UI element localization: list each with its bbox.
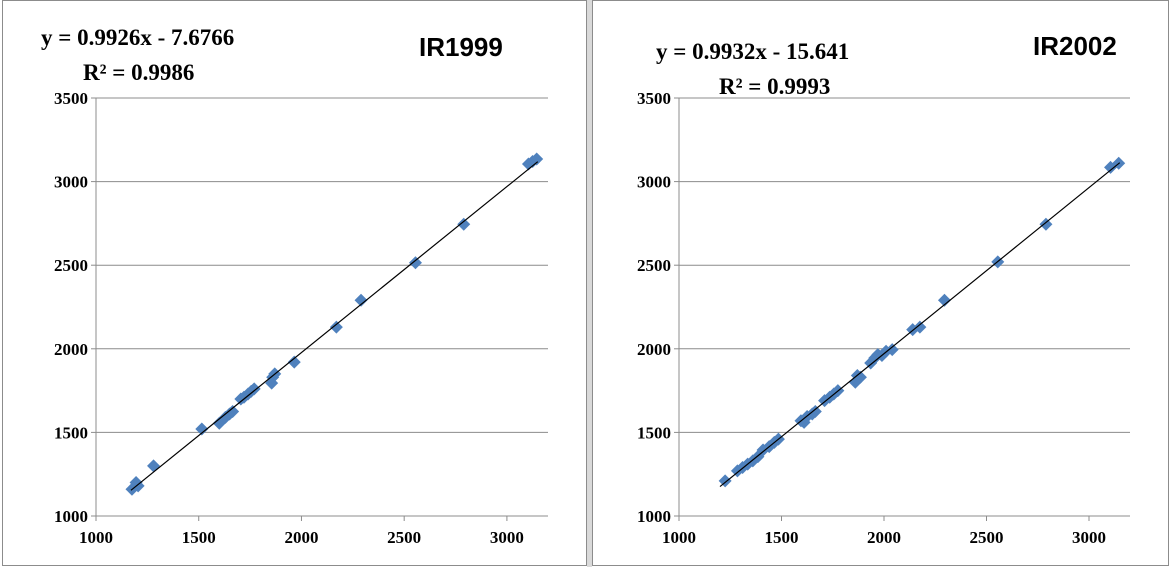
y-tick-label: 3500 xyxy=(54,89,88,108)
trendline-equation: y = 0.9926x - 7.6766 xyxy=(41,25,234,50)
x-tick-label: 1500 xyxy=(182,528,216,547)
data-point xyxy=(147,459,161,473)
y-tick-label: 2500 xyxy=(637,256,671,275)
data-point xyxy=(247,382,261,396)
data-point xyxy=(329,320,343,334)
x-tick-label: 2000 xyxy=(284,528,318,547)
y-tick-label: 1500 xyxy=(637,423,671,442)
x-tick-label: 2500 xyxy=(387,528,421,547)
trendline xyxy=(130,161,539,491)
data-point xyxy=(853,370,867,384)
chart-title: IR1999 xyxy=(419,32,503,62)
panel-divider xyxy=(587,0,592,567)
data-point xyxy=(885,343,899,357)
data-point xyxy=(530,152,544,166)
data-point xyxy=(937,293,951,307)
scatter-chart-ir1999: y = 0.9926x - 7.6766 R² = 0.9986 IR1999 … xyxy=(41,25,548,547)
y-tick-label: 2000 xyxy=(637,340,671,359)
chart-panel-ir1999: y = 0.9926x - 7.6766 R² = 0.9986 IR1999 … xyxy=(2,0,587,566)
y-tick-label: 1500 xyxy=(54,423,88,442)
data-point xyxy=(718,474,732,488)
x-tick-label: 1500 xyxy=(765,528,799,547)
y-tick-label: 1000 xyxy=(54,507,88,526)
x-tick-label: 1000 xyxy=(79,528,113,547)
x-tick-label: 2000 xyxy=(867,528,901,547)
data-point xyxy=(226,405,240,418)
x-tick-label: 1000 xyxy=(662,528,696,547)
y-tick-label: 3500 xyxy=(637,89,671,108)
y-tick-label: 2500 xyxy=(54,256,88,275)
scatter-chart-ir2002: y = 0.9932x - 15.641 R² = 0.9993 IR2002 … xyxy=(637,31,1130,547)
y-tick-label: 3000 xyxy=(637,173,671,192)
data-point xyxy=(1039,217,1053,231)
trendline xyxy=(719,162,1121,488)
y-tick-label: 2000 xyxy=(54,340,88,359)
data-point xyxy=(457,217,471,231)
data-point xyxy=(354,293,368,307)
r-squared-label: R² = 0.9993 xyxy=(719,74,830,99)
x-tick-label: 2500 xyxy=(970,528,1004,547)
trendline-equation: y = 0.9932x - 15.641 xyxy=(656,39,849,64)
x-tick-label: 3000 xyxy=(1072,528,1106,547)
data-point xyxy=(913,320,927,334)
y-tick-label: 1000 xyxy=(637,507,671,526)
data-point xyxy=(131,479,145,493)
data-point xyxy=(287,355,301,369)
data-point xyxy=(408,256,422,270)
r-squared-label: R² = 0.9986 xyxy=(83,60,194,85)
x-tick-label: 3000 xyxy=(490,528,524,547)
y-tick-label: 3000 xyxy=(54,173,88,192)
data-point xyxy=(808,405,822,418)
chart-title: IR2002 xyxy=(1033,31,1117,61)
data-point xyxy=(195,422,209,436)
chart-panel-ir2002: y = 0.9932x - 15.641 R² = 0.9993 IR2002 … xyxy=(592,0,1169,566)
